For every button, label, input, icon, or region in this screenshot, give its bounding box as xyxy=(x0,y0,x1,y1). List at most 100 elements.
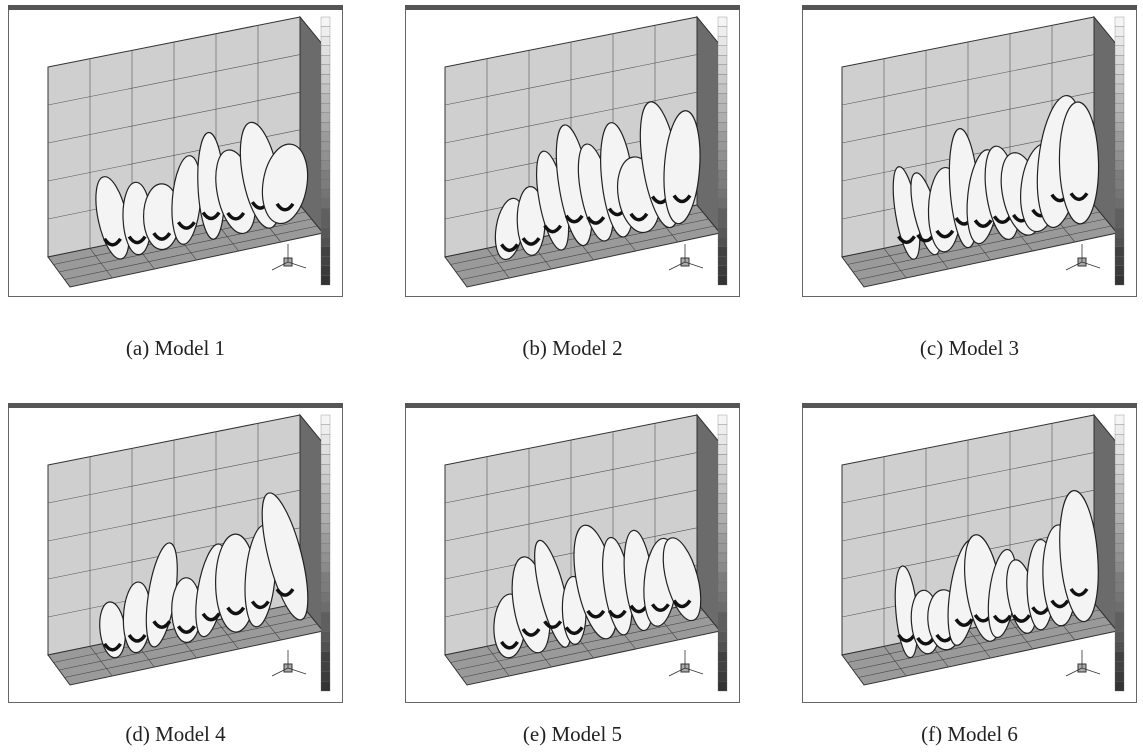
colorbar-cell xyxy=(1115,17,1124,27)
plot xyxy=(405,5,740,297)
colorbar-cell xyxy=(1115,563,1124,573)
colorbar-cell xyxy=(1115,622,1124,632)
colorbar-cell xyxy=(1115,652,1124,662)
colorbar-cell xyxy=(321,425,330,435)
colorbar-cell xyxy=(718,189,727,199)
colorbar-cell xyxy=(321,454,330,464)
colorbar-cell xyxy=(321,189,330,199)
colorbar-cell xyxy=(718,161,727,171)
colorbar-cell xyxy=(321,474,330,484)
colorbar-cell xyxy=(321,504,330,514)
colorbar-cell xyxy=(718,425,727,435)
title-bar xyxy=(8,5,343,10)
colorbar-cell xyxy=(321,74,330,84)
colorbar-cell xyxy=(718,583,727,593)
colorbar-cell xyxy=(718,84,727,94)
colorbar-cell xyxy=(718,46,727,56)
colorbar-cell xyxy=(1115,266,1124,276)
colorbar-cell xyxy=(718,170,727,180)
colorbar-cell xyxy=(1115,247,1124,257)
colorbar-cell xyxy=(718,435,727,445)
colorbar-cell xyxy=(1115,454,1124,464)
colorbar-cell xyxy=(1115,553,1124,563)
caption: (a) Model 1 xyxy=(8,336,343,361)
page: (a) Model 1 (b) Model 2 (c) Model 3 (d) … xyxy=(0,0,1143,756)
colorbar-cell xyxy=(321,494,330,504)
colorbar-cell xyxy=(718,103,727,113)
colorbar-cell xyxy=(718,671,727,681)
colorbar-cell xyxy=(321,132,330,142)
colorbar-cell xyxy=(1115,122,1124,132)
figure-panel xyxy=(8,5,343,297)
plot xyxy=(405,403,740,703)
colorbar-cell xyxy=(718,573,727,583)
colorbar-cell xyxy=(321,652,330,662)
colorbar-cell xyxy=(1115,592,1124,602)
colorbar-cell xyxy=(718,122,727,132)
colorbar-cell xyxy=(321,161,330,171)
colorbar-cell xyxy=(321,266,330,276)
colorbar-cell xyxy=(1115,642,1124,652)
colorbar-cell xyxy=(718,445,727,455)
colorbar-cell xyxy=(718,208,727,218)
colorbar-cell xyxy=(321,602,330,612)
colorbar-cell xyxy=(718,602,727,612)
colorbar-cell xyxy=(1115,256,1124,266)
colorbar-cell xyxy=(718,266,727,276)
colorbar-cell xyxy=(1115,671,1124,681)
colorbar-cell xyxy=(321,523,330,533)
colorbar-cell xyxy=(1115,27,1124,37)
colorbar-cell xyxy=(321,435,330,445)
title-bar xyxy=(802,5,1137,10)
colorbar-cell xyxy=(718,55,727,65)
colorbar-cell xyxy=(1115,445,1124,455)
colorbar-cell xyxy=(321,84,330,94)
colorbar-cell xyxy=(321,228,330,238)
colorbar-cell xyxy=(1115,435,1124,445)
colorbar-cell xyxy=(718,681,727,691)
colorbar-cell xyxy=(1115,484,1124,494)
colorbar-cell xyxy=(1115,474,1124,484)
colorbar-cell xyxy=(321,622,330,632)
colorbar-cell xyxy=(718,632,727,642)
caption: (d) Model 4 xyxy=(8,722,343,747)
plot xyxy=(802,5,1137,297)
colorbar-cell xyxy=(718,74,727,84)
colorbar-cell xyxy=(321,113,330,123)
colorbar-cell xyxy=(1115,494,1124,504)
colorbar-cell xyxy=(718,132,727,142)
colorbar-cell xyxy=(718,543,727,553)
colorbar-cell xyxy=(321,256,330,266)
colorbar-cell xyxy=(1115,583,1124,593)
colorbar-cell xyxy=(1115,514,1124,524)
colorbar-cell xyxy=(1115,103,1124,113)
colorbar-cell xyxy=(321,247,330,257)
colorbar-cell xyxy=(321,17,330,27)
colorbar-cell xyxy=(321,632,330,642)
colorbar-cell xyxy=(718,553,727,563)
colorbar-cell xyxy=(321,573,330,583)
colorbar-cell xyxy=(718,523,727,533)
colorbar-cell xyxy=(1115,189,1124,199)
colorbar-cell xyxy=(321,563,330,573)
colorbar-cell xyxy=(718,504,727,514)
colorbar-cell xyxy=(321,543,330,553)
colorbar-cell xyxy=(1115,237,1124,247)
side-wall xyxy=(1094,17,1117,233)
figure-panel xyxy=(8,403,343,703)
colorbar-cell xyxy=(718,141,727,151)
colorbar-cell xyxy=(321,681,330,691)
colorbar-cell xyxy=(1115,170,1124,180)
colorbar-cell xyxy=(1115,46,1124,56)
colorbar-cell xyxy=(1115,573,1124,583)
colorbar-cell xyxy=(321,484,330,494)
colorbar-cell xyxy=(1115,464,1124,474)
colorbar-cell xyxy=(321,27,330,37)
colorbar-cell xyxy=(718,17,727,27)
colorbar-cell xyxy=(718,415,727,425)
colorbar-cell xyxy=(1115,504,1124,514)
colorbar-cell xyxy=(1115,602,1124,612)
caption: (b) Model 2 xyxy=(405,336,740,361)
colorbar-cell xyxy=(321,94,330,104)
colorbar-cell xyxy=(321,671,330,681)
